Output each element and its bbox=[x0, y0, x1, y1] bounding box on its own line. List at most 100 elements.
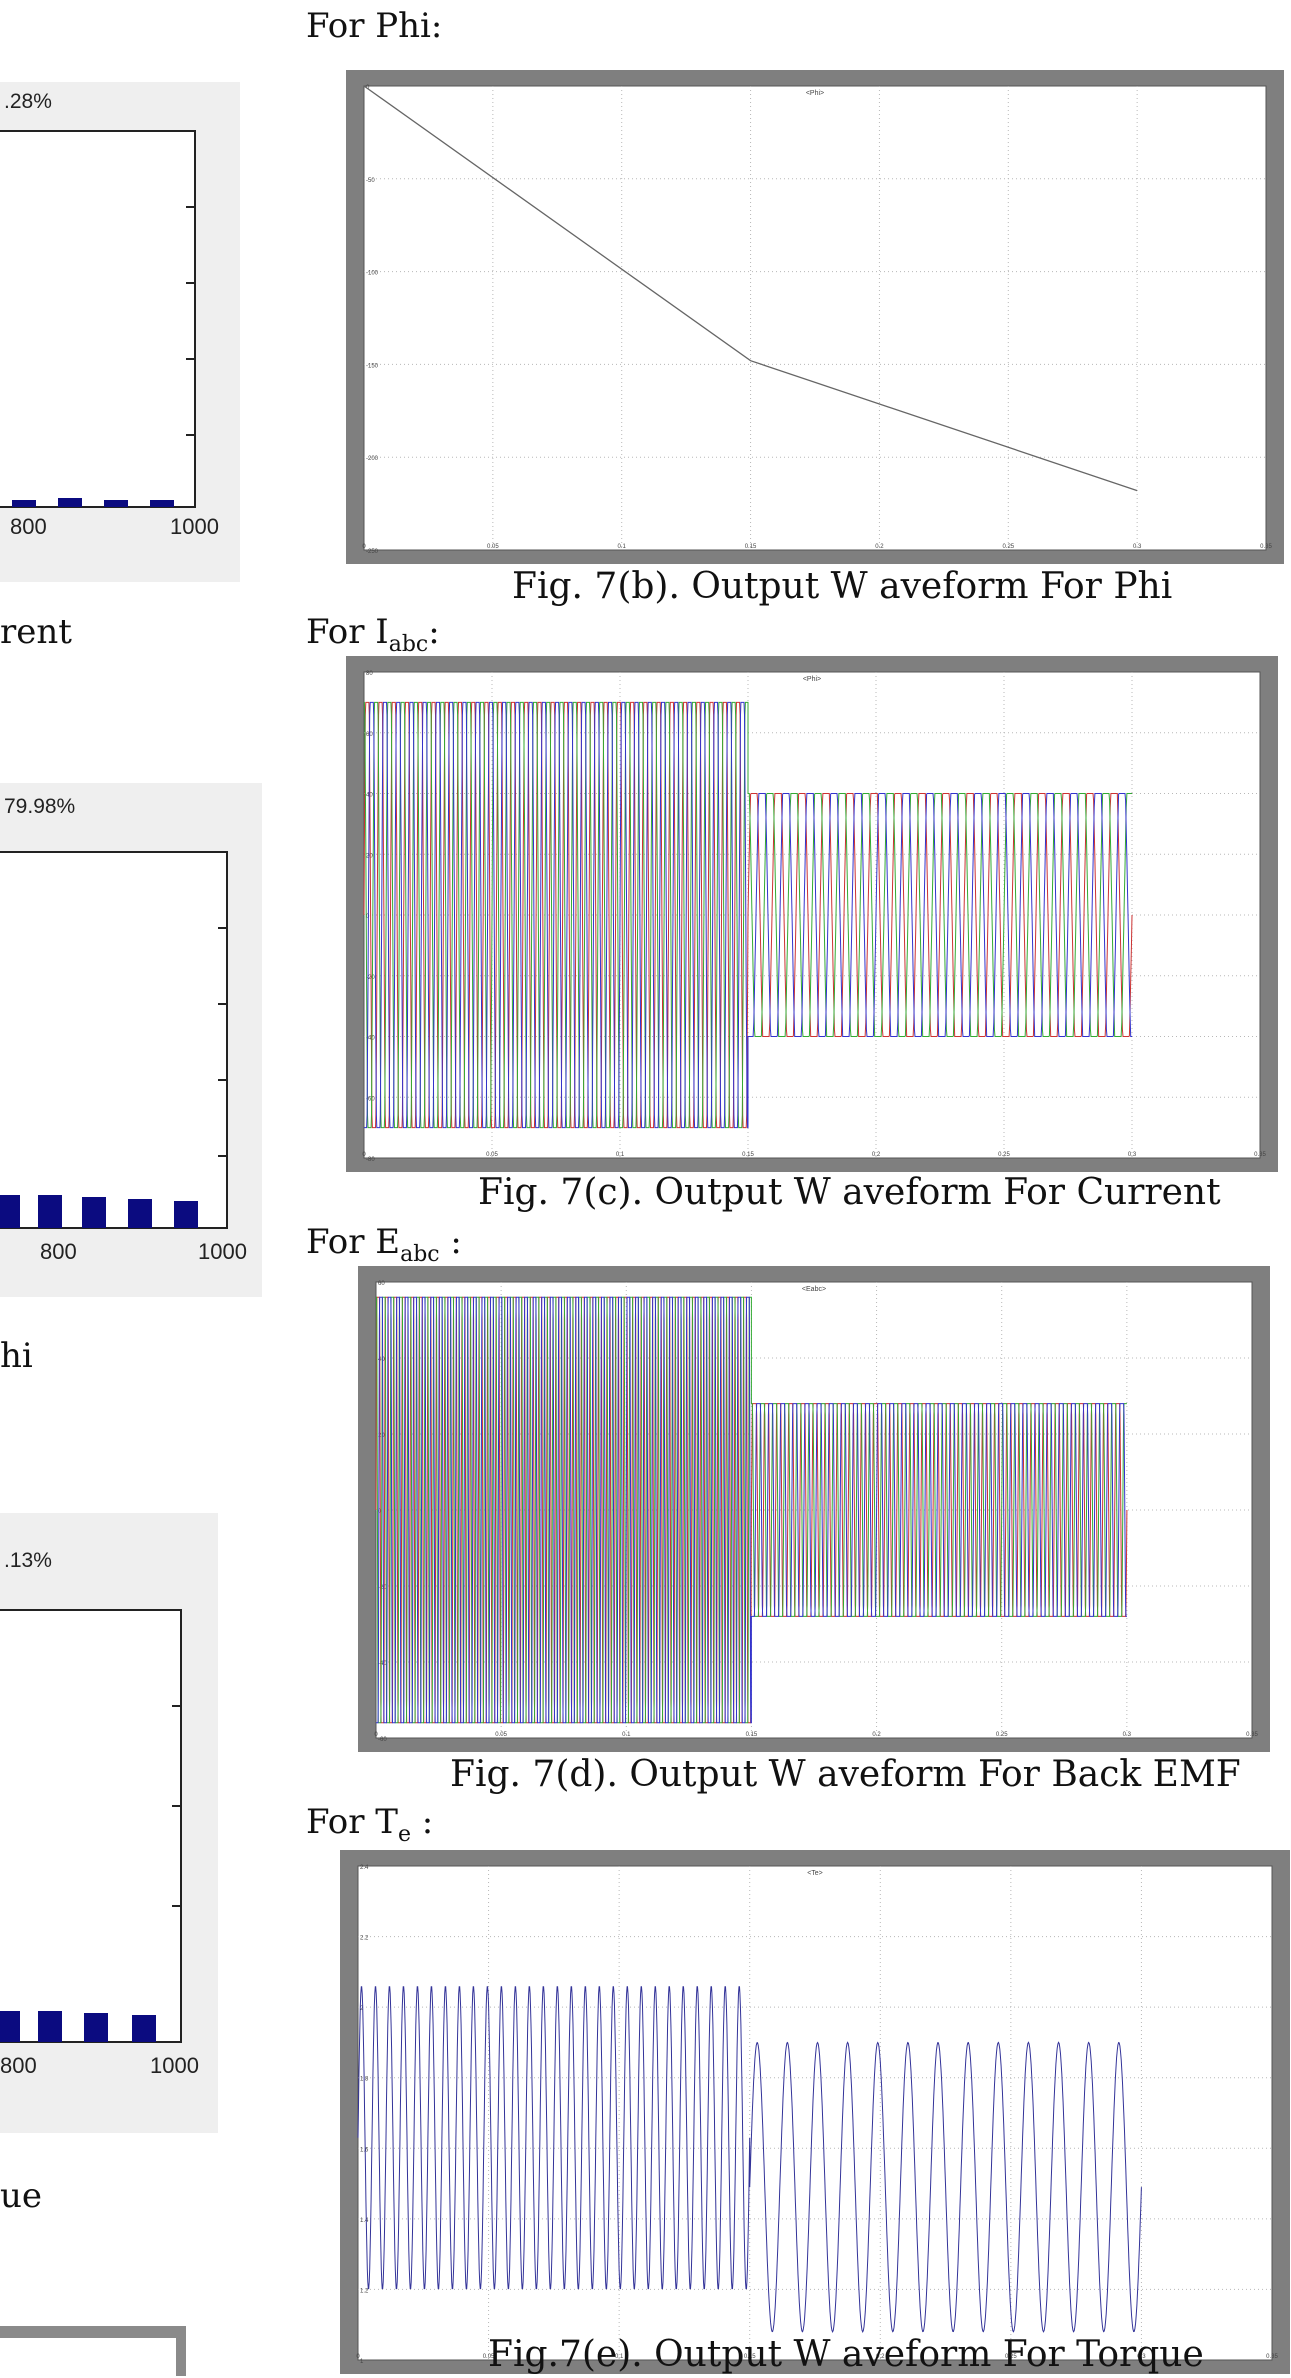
x-tick-label: 0.1 bbox=[615, 2354, 624, 2360]
x-tick-label: 0.05 bbox=[483, 2354, 495, 2360]
fft-panel-4 bbox=[0, 2326, 186, 2376]
series-line bbox=[363, 85, 1138, 492]
fft-x-tick: 1000 bbox=[170, 514, 219, 539]
caption-fig-7d: Fig. 7(d). Output W aveform For Back EMF bbox=[450, 1754, 1241, 1795]
y-tick-label: -80 bbox=[366, 1157, 375, 1163]
x-tick-label: 0.3 bbox=[1133, 544, 1142, 550]
fig-heading-torque: For Te : bbox=[306, 1802, 434, 1847]
y-tick-label: -40 bbox=[366, 1036, 375, 1042]
y-tick-label: 2.2 bbox=[360, 1936, 369, 1942]
left-caption-fragment: ue bbox=[0, 2176, 43, 2216]
x-tick-label: 0.05 bbox=[487, 544, 499, 550]
y-tick-label: 40 bbox=[378, 1357, 385, 1363]
x-tick-label: 0 bbox=[356, 2354, 360, 2360]
fft-x-tick: 800 bbox=[0, 2053, 37, 2078]
y-tick-label: 80 bbox=[366, 671, 373, 677]
x-tick-label: 0.05 bbox=[486, 1152, 498, 1158]
fft-bar bbox=[84, 2013, 108, 2042]
fft-bar bbox=[82, 1197, 106, 1228]
y-tick-label: 20 bbox=[366, 853, 373, 859]
x-tick-label: 0.35 bbox=[1246, 1732, 1258, 1738]
scope-backemf-svg: <Eabc>0 0.05 0.1 0.15 0.2 0.25 0.3 0.356040200-… bbox=[358, 1266, 1270, 1752]
x-tick-label: 0.15 bbox=[744, 2354, 756, 2360]
x-tick-label: 0.2 bbox=[876, 2354, 885, 2360]
series-line-1 bbox=[363, 701, 1133, 1129]
x-tick-label: 0 bbox=[362, 1152, 366, 1158]
x-tick-label: 0.15 bbox=[746, 1732, 758, 1738]
fft-bar bbox=[38, 2011, 62, 2042]
fft-plot-area bbox=[0, 1609, 182, 2043]
x-tick-label: 0.35 bbox=[1254, 1152, 1266, 1158]
x-tick-label: 0.25 bbox=[1002, 544, 1014, 550]
scope-torque: <Te> 0 0.05 0.1 0.15 0.2 0.25 0.3 0.35 2.4 2.2 2 1.8… bbox=[340, 1850, 1290, 2378]
y-tick-label: -60 bbox=[366, 1096, 375, 1102]
y-tick-label: 1.2 bbox=[360, 2288, 369, 2294]
x-tick-label: 0.25 bbox=[1005, 2354, 1017, 2360]
y-tick-label: 1.6 bbox=[360, 2147, 369, 2153]
series-line-1 bbox=[357, 1986, 1142, 2333]
y-tick-label: -60 bbox=[378, 1737, 387, 1743]
fft-bar bbox=[38, 1195, 62, 1228]
y-tick-label: -40 bbox=[378, 1661, 387, 1667]
fft-bar bbox=[104, 500, 128, 507]
caption-fig-7c: Fig. 7(c). Output W aveform For Current bbox=[478, 1172, 1221, 1213]
x-tick-label: 0.3 bbox=[1128, 1152, 1137, 1158]
scope-title: <Phi> bbox=[806, 90, 824, 97]
x-tick-label: 0.2 bbox=[875, 544, 884, 550]
fft-bar bbox=[58, 498, 82, 507]
x-tick-label: 0.15 bbox=[742, 1152, 754, 1158]
fft-bar bbox=[150, 500, 174, 507]
fft-bar bbox=[12, 500, 36, 507]
x-tick-label: 0 bbox=[362, 544, 366, 550]
x-tick-label: 0.3 bbox=[1123, 1732, 1132, 1738]
y-tick-label: 1.4 bbox=[360, 2218, 369, 2224]
fft-pct-label: .13% bbox=[4, 1549, 52, 1572]
fft-pct-label: 79.98% bbox=[4, 795, 76, 818]
fft-bar bbox=[132, 2015, 156, 2042]
fig-heading-current: For Iabc: bbox=[306, 612, 440, 657]
x-tick-label: 0.2 bbox=[872, 1732, 881, 1738]
scope-torque-svg: <Te>0 0.05 0.1 0.15 0.2 0.25 0.3 0.352.42.221.8… bbox=[340, 1850, 1290, 2374]
series-line-3 bbox=[364, 701, 1132, 1129]
fft-x-tick: 1000 bbox=[150, 2053, 199, 2078]
fft-x-tick: 800 bbox=[40, 1239, 77, 1264]
scope-title: <Eabc> bbox=[802, 1286, 826, 1293]
caption-fig-7b: Fig. 7(b). Output W aveform For Phi bbox=[512, 566, 1173, 607]
scope-current: <Phi> 0 0.05 0.1 0.15 0.2 0.25 0.3 0.35 80 60 40 20 0… bbox=[346, 656, 1278, 1172]
scope-current-svg: <Phi>0 0.05 0.1 0.15 0.2 0.25 0.3 0.35806040200… bbox=[346, 656, 1278, 1172]
caption-fig-7e: Fig.7(e). Output W aveform For Torque bbox=[488, 2334, 1204, 2375]
fig-heading-backemf: For Eabc : bbox=[306, 1222, 462, 1267]
fft-panel-2: 79.98% 800 1000 bbox=[0, 783, 262, 1297]
x-tick-label: 0.1 bbox=[616, 1152, 625, 1158]
x-tick-label: 0.35 bbox=[1260, 544, 1272, 550]
x-tick-label: 0.1 bbox=[618, 544, 627, 550]
series-line-1 bbox=[375, 1296, 1128, 1724]
scope-phi-svg: <Phi> 0 0.05 0.1 0.15 0.2 0.25 0.3 0.35 0 -50 -100 -… bbox=[346, 70, 1284, 564]
fft-bar bbox=[0, 2011, 20, 2042]
fft-panel-1: .28% 800 1000 bbox=[0, 82, 240, 582]
fft-bar bbox=[174, 1201, 198, 1228]
series-line-2 bbox=[363, 701, 1132, 1129]
scope-plot-area bbox=[357, 1865, 1273, 2361]
y-tick-label: 1 bbox=[360, 2359, 364, 2365]
y-tick-label: -200 bbox=[366, 456, 379, 462]
fft-plot-area bbox=[0, 851, 228, 1229]
fft-bar bbox=[128, 1199, 152, 1228]
scope-title: <Te> bbox=[807, 1870, 823, 1877]
y-tick-label: 2 bbox=[360, 2006, 364, 2012]
fft-plot-area bbox=[0, 130, 196, 508]
fig-heading-phi: For Phi: bbox=[306, 6, 443, 46]
fft-bar bbox=[0, 1195, 20, 1228]
y-tick-label: -100 bbox=[366, 271, 379, 277]
x-tick-label: 0.35 bbox=[1266, 2354, 1278, 2360]
left-caption-fragment: rent bbox=[0, 612, 72, 652]
x-tick-label: 0.25 bbox=[996, 1732, 1008, 1738]
scope-phi: <Phi> 0 0.05 0.1 0.15 0.2 0.25 0.3 0.35 0 -50 -100 -… bbox=[346, 70, 1284, 564]
fft-x-tick: 800 bbox=[10, 514, 47, 539]
x-tick-label: 0.15 bbox=[745, 544, 757, 550]
x-tick-label: 0.05 bbox=[495, 1732, 507, 1738]
left-caption-fragment: hi bbox=[0, 1336, 33, 1376]
x-tick-label: 0.25 bbox=[998, 1152, 1010, 1158]
fft-x-tick: 1000 bbox=[198, 1239, 247, 1264]
y-tick-label: 0 bbox=[366, 85, 370, 91]
